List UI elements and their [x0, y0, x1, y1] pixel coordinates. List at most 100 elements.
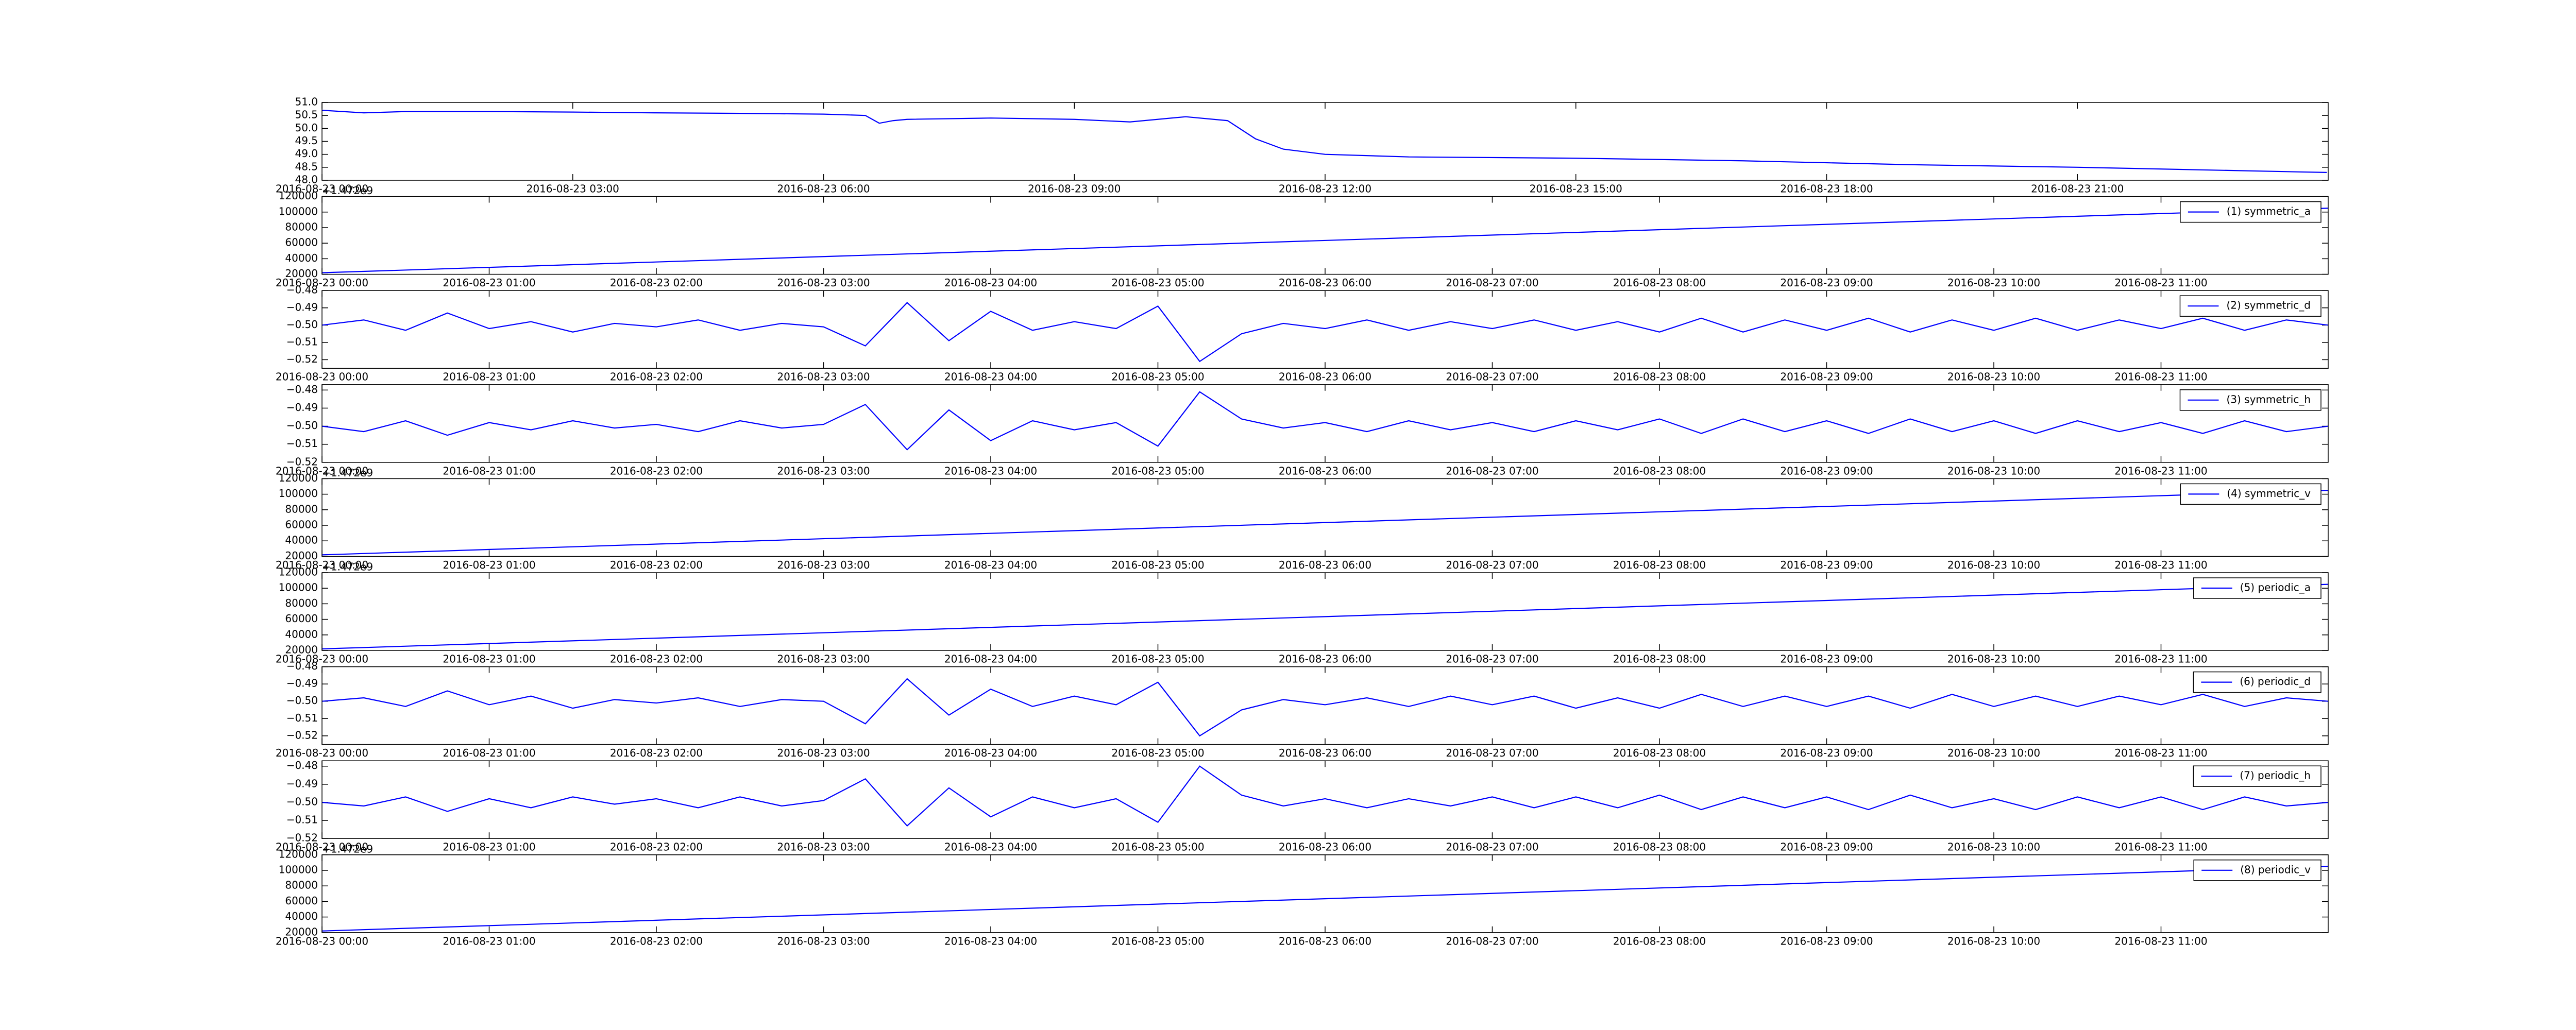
y-tick-label: −0.50 [286, 318, 318, 331]
offset-text: +1.472e9 [322, 843, 373, 855]
x-tick-label: 2016-08-23 07:00 [1446, 653, 1538, 665]
x-tick-label: 2016-08-23 08:00 [1613, 653, 1706, 665]
x-tick-label: 2016-08-23 04:00 [944, 653, 1037, 665]
x-tick-label: 2016-08-23 01:00 [443, 465, 535, 477]
offset-text: +1.472e9 [322, 467, 373, 479]
plot-frame [321, 384, 2329, 463]
x-tick-label: 2016-08-23 07:00 [1446, 277, 1538, 289]
x-tick-label: 2016-08-23 07:00 [1446, 371, 1538, 383]
series-line [321, 302, 2329, 363]
x-tick-label: 2016-08-23 05:00 [1111, 747, 1204, 759]
y-tick-label: 80000 [285, 597, 318, 609]
x-tick-label: 2016-08-23 09:00 [1780, 371, 1873, 383]
y-tick-label: 20000 [285, 550, 318, 562]
offset-text: +1.472e9 [322, 561, 373, 573]
y-tick-label: −0.50 [286, 795, 318, 808]
x-tick-label: 2016-08-23 10:00 [1947, 277, 2040, 289]
x-tick-label: 2016-08-23 03:00 [777, 465, 870, 477]
y-tick-label: 20000 [285, 925, 318, 938]
x-tick-label: 2016-08-23 06:00 [1279, 277, 1371, 289]
y-tick-label: 100000 [279, 205, 318, 217]
x-tick-label: 2016-08-23 06:00 [1279, 935, 1371, 947]
y-tick-label: −0.51 [286, 814, 318, 826]
y-tick-label: 80000 [285, 879, 318, 891]
x-tick-label: 2016-08-23 02:00 [610, 559, 703, 571]
x-tick-label: 2016-08-23 05:00 [1111, 559, 1204, 571]
x-tick-label: 2016-08-23 03:00 [777, 277, 870, 289]
x-tick-label: 2016-08-23 06:00 [777, 183, 870, 195]
x-tick-label: 2016-08-23 00:00 [276, 559, 368, 571]
plot-frame [321, 196, 2329, 275]
y-tick-label: 48.0 [295, 174, 318, 186]
x-tick-label: 2016-08-23 07:00 [1446, 559, 1538, 571]
x-tick-label: 2016-08-23 00:00 [276, 371, 368, 383]
x-tick-label: 2016-08-23 00:00 [276, 277, 368, 289]
legend-label: (2) symmetric_d [2226, 299, 2311, 312]
x-tick-label: 2016-08-23 21:00 [2031, 183, 2124, 195]
legend-label: (5) periodic_a [2240, 581, 2311, 594]
y-tick-label: 49.0 [295, 147, 318, 160]
plot-frame [321, 854, 2329, 933]
x-tick-label: 2016-08-23 02:00 [610, 277, 703, 289]
plot-frame [321, 102, 2329, 181]
series-line [321, 866, 2329, 932]
x-tick-label: 2016-08-23 05:00 [1111, 935, 1204, 947]
y-tick-label: −0.51 [286, 437, 318, 450]
x-tick-label: 2016-08-23 02:00 [610, 841, 703, 853]
y-tick-label: 60000 [285, 236, 318, 249]
y-tick-label: 60000 [285, 895, 318, 907]
plot-frame [321, 478, 2329, 557]
y-tick-label: 100000 [279, 581, 318, 594]
x-tick-label: 2016-08-23 10:00 [1947, 371, 2040, 383]
x-tick-label: 2016-08-23 05:00 [1111, 653, 1204, 665]
x-tick-label: 2016-08-23 11:00 [2114, 841, 2207, 853]
y-tick-label: −0.49 [286, 301, 318, 313]
offset-text: +1.472e9 [322, 184, 373, 197]
y-tick-label: −0.48 [286, 383, 318, 396]
x-tick-label: 2016-08-23 07:00 [1446, 747, 1538, 759]
x-tick-label: 2016-08-23 05:00 [1111, 465, 1204, 477]
x-tick-label: 2016-08-23 09:00 [1780, 277, 1873, 289]
x-tick-label: 2016-08-23 10:00 [1947, 465, 2040, 477]
x-tick-label: 2016-08-23 09:00 [1780, 841, 1873, 853]
x-tick-label: 2016-08-23 04:00 [944, 841, 1037, 853]
series-line [321, 208, 2329, 273]
y-tick-label: 40000 [285, 534, 318, 546]
x-tick-label: 2016-08-23 01:00 [443, 653, 535, 665]
x-tick-label: 2016-08-23 09:00 [1780, 747, 1873, 759]
y-tick-label: 80000 [285, 221, 318, 233]
y-tick-label: −0.48 [286, 660, 318, 672]
x-tick-label: 2016-08-23 08:00 [1613, 371, 1706, 383]
x-tick-label: 2016-08-23 02:00 [610, 465, 703, 477]
plot-area [322, 290, 2328, 369]
y-tick-label: 51.0 [295, 96, 318, 108]
legend-label: (4) symmetric_v [2227, 487, 2311, 500]
y-tick-label: 50.5 [295, 109, 318, 121]
y-tick-label: 40000 [285, 910, 318, 922]
x-tick-label: 2016-08-23 07:00 [1446, 841, 1538, 853]
y-tick-label: 120000 [279, 190, 318, 202]
y-tick-label: −0.51 [286, 335, 318, 348]
x-tick-label: 2016-08-23 08:00 [1613, 277, 1706, 289]
x-tick-label: 2016-08-23 03:00 [777, 653, 870, 665]
plot-area [322, 761, 2328, 839]
y-tick-label: −0.52 [286, 353, 318, 365]
y-tick-label: 100000 [279, 864, 318, 876]
x-tick-label: 2016-08-23 05:00 [1111, 371, 1204, 383]
x-tick-label: 2016-08-23 05:00 [1111, 277, 1204, 289]
x-tick-label: 2016-08-23 02:00 [610, 747, 703, 759]
x-tick-label: 2016-08-23 01:00 [443, 559, 535, 571]
x-tick-label: 2016-08-23 06:00 [1279, 747, 1371, 759]
x-tick-label: 2016-08-23 00:00 [276, 935, 368, 947]
x-tick-label: 2016-08-23 09:00 [1780, 653, 1873, 665]
plot-frame [321, 760, 2329, 839]
plot-frame [321, 572, 2329, 651]
plot-frame [321, 290, 2329, 369]
x-tick-label: 2016-08-23 11:00 [2114, 277, 2207, 289]
x-tick-label: 2016-08-23 08:00 [1613, 465, 1706, 477]
series-line [321, 489, 2329, 556]
y-tick-label: 80000 [285, 503, 318, 515]
x-tick-label: 2016-08-23 11:00 [2114, 371, 2207, 383]
plot-frame [321, 666, 2329, 745]
x-tick-label: 2016-08-23 08:00 [1613, 747, 1706, 759]
